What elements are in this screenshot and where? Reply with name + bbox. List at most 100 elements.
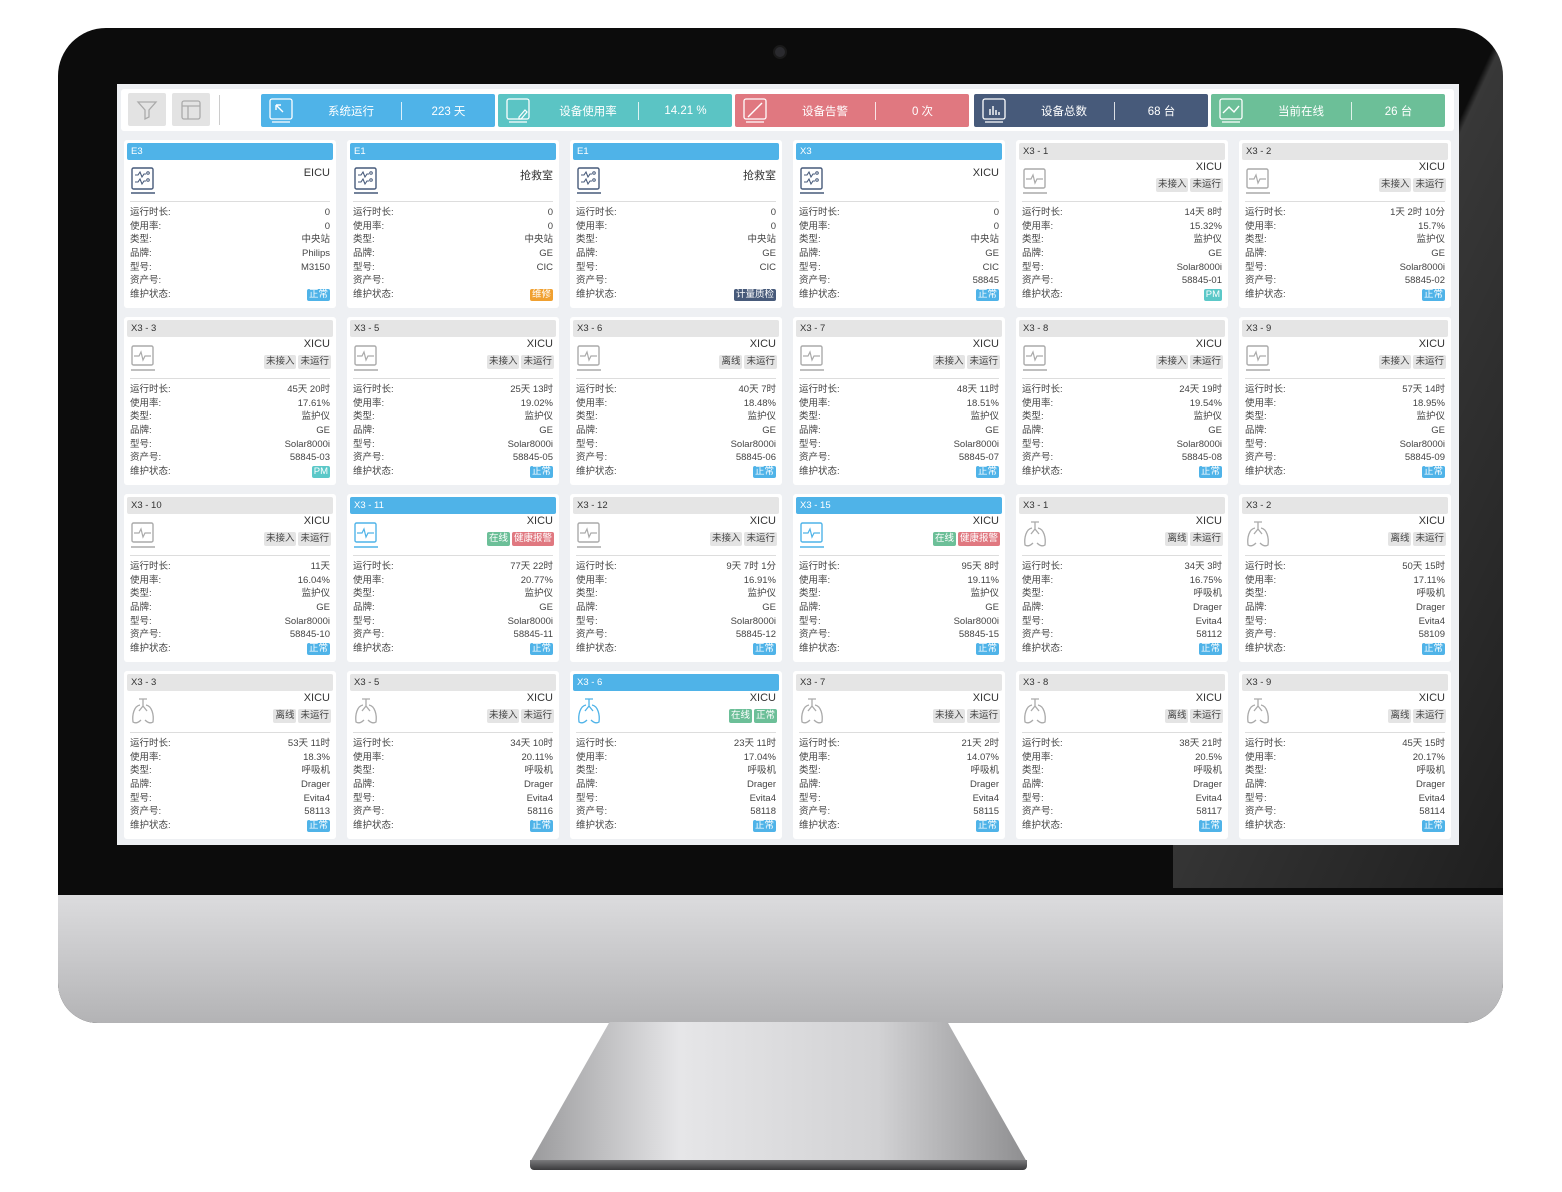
device-card[interactable]: E1 抢救室 运行时长: 0 使用率: 0 类型: 中央站 品牌: GE 型号: CIC 资产号: … [570,140,782,308]
field-row-type: 类型: 呼吸机 [799,764,999,778]
device-card[interactable]: X3 - 5 XICU 未接入 未运行 运行时长: 25天 13时 使用率: 19.02… [347,317,559,485]
stat-value: 0 次 [911,105,934,118]
device-icon [130,343,156,373]
field-label: 型号: [1022,615,1044,627]
card-divider [353,555,553,556]
field-value: Evita4 [749,792,776,804]
field-label: 运行时长: [353,207,394,218]
stat-tile-2[interactable]: 设备告警 0 次 [735,94,969,127]
device-card[interactable]: X3 - 7 XICU 未接入 未运行 运行时长: 48天 11时 使用率: 18.51… [793,317,1005,485]
device-card[interactable]: X3 - 3 XICU 离线 未运行 运行时长: 53天 11时 使用率: 18.3% 类… [124,671,336,839]
device-card[interactable]: E1 抢救室 运行时长: 0 使用率: 0 类型: 中央站 品牌: GE 型号: CIC 资产号: … [347,140,559,308]
stat-value: 14.21 % [664,104,707,117]
field-row-runtime: 运行时长: 24天 19时 [1022,383,1222,397]
field-value: 58845-11 [513,629,553,641]
field-value: Evita4 [1195,792,1222,804]
field-row-asset: 资产号: 58845-05 [353,451,553,465]
status-tag: 未运行 [298,532,331,546]
patient-monitor-icon [131,345,155,371]
card-fields: 运行时长: 48天 11时 使用率: 18.51% 类型: 监护仪 品牌: GE 型号: Sola… [799,383,999,479]
ventilator-icon [1024,521,1046,547]
field-row-usage: 使用率: 18.48% [576,397,776,411]
patient-monitor-icon [800,522,824,548]
field-row-asset: 资产号: 58845 [799,274,999,288]
field-label: 运行时长: [353,738,394,749]
field-label: 型号: [799,792,821,804]
field-value: 19.54% [1189,397,1222,409]
device-card[interactable]: X3 - 10 XICU 未接入 未运行 运行时长: 11天 使用率: 16.04% 类型… [124,494,336,662]
field-label: 维护状态: [1245,820,1286,832]
layout-button[interactable] [172,93,210,126]
field-row-runtime: 运行时长: 45天 15时 [1245,737,1445,751]
field-value: 0 [324,220,330,232]
field-row-type: 类型: 监护仪 [799,587,999,601]
status-tags: 在线 正常 [728,709,777,723]
status-tags: 未接入 未运行 [932,355,1000,369]
device-card[interactable]: X3 - 5 XICU 未接入 未运行 运行时长: 34天 10时 使用率: 20.11… [347,671,559,839]
device-card[interactable]: X3 - 8 XICU 未接入 未运行 运行时长: 24天 19时 使用率: 19.54… [1016,317,1228,485]
field-row-maintenance: 维护状态: 正常 [130,288,330,302]
device-card[interactable]: X3 - 8 XICU 离线 未运行 运行时长: 38天 21时 使用率: 20.5% 类… [1016,671,1228,839]
device-card[interactable]: X3 - 2 XICU 未接入 未运行 运行时长: 1天 2时 10分 使用率: 15.… [1239,140,1451,308]
field-label: 品牌: [1022,779,1044,791]
field-label: 维护状态: [799,643,840,655]
field-value: GE [539,425,553,437]
field-row-runtime: 运行时长: 11天 [130,560,330,574]
device-card[interactable]: X3 - 2 XICU 离线 未运行 运行时长: 50天 15时 使用率: 17.11%… [1239,494,1451,662]
device-card[interactable]: X3 - 15 XICU 在线 健康报警 运行时长: 95天 8时 使用率: 19.11… [793,494,1005,662]
field-label: 运行时长: [576,384,617,395]
stat-tile-1[interactable]: 设备使用率 14.21 % [498,94,732,127]
field-row-model: 型号: Evita4 [1022,792,1222,806]
device-icon [130,520,156,550]
card-divider [130,555,330,556]
stat-divider [638,101,639,120]
stat-tile-3[interactable]: 设备总数 68 台 [974,94,1208,127]
card-fields: 运行时长: 14天 8时 使用率: 15.32% 类型: 监护仪 品牌: GE 型号: Solar… [1022,206,1222,302]
device-card[interactable]: X3 - 9 XICU 离线 未运行 运行时长: 45天 15时 使用率: 20.17%… [1239,671,1451,839]
field-row-runtime: 运行时长: 9天 7时 1分 [576,560,776,574]
card-title: X3 - 7 [796,674,1002,691]
card-divider [1245,378,1445,379]
filter-button[interactable] [128,93,166,126]
device-card[interactable]: X3 - 11 XICU 在线 健康报警 运行时长: 77天 22时 使用率: 20.7… [347,494,559,662]
device-card[interactable]: X3 - 1 XICU 未接入 未运行 运行时长: 14天 8时 使用率: 15.32%… [1016,140,1228,308]
stat-tile-4[interactable]: 当前在线 26 台 [1211,94,1445,127]
device-card[interactable]: X3 - 6 XICU 在线 正常 运行时长: 23天 11时 使用率: 17.04% 类… [570,671,782,839]
device-card[interactable]: X3 - 1 XICU 离线 未运行 运行时长: 34天 3时 使用率: 16.75% 类… [1016,494,1228,662]
field-value: 0 [770,207,776,218]
field-row-asset: 资产号: 58113 [130,805,330,819]
field-label: 资产号: [353,275,385,287]
field-row-model: 型号: Evita4 [799,792,999,806]
field-value: 17.04% [743,751,776,763]
field-row-brand: 品牌: Drager [1245,601,1445,615]
field-row-maintenance: 维护状态: 正常 [1245,288,1445,302]
card-fields: 运行时长: 23天 11时 使用率: 17.04% 类型: 呼吸机 品牌: Drager 型号:… [576,737,776,833]
card-title: X3 - 8 [1019,674,1225,691]
card-fields: 运行时长: 45天 15时 使用率: 20.17% 类型: 呼吸机 品牌: Drager 型号:… [1245,737,1445,833]
field-row-usage: 使用率: 20.17% [1245,751,1445,765]
field-label: 资产号: [1022,452,1054,464]
field-label: 使用率: [353,397,385,409]
card-fields: 运行时长: 45天 20时 使用率: 17.61% 类型: 监护仪 品牌: GE 型号: Sola… [130,383,330,479]
device-card[interactable]: E3 EICU 运行时长: 0 使用率: 0 类型: 中央站 品牌: Philips 型号: M3… [124,140,336,308]
field-label: 品牌: [353,602,375,614]
status-tag: 未接入 [1155,178,1189,192]
device-card[interactable]: X3 - 9 XICU 未接入 未运行 运行时长: 57天 14时 使用率: 18.95… [1239,317,1451,485]
field-row-model: 型号: Evita4 [1022,615,1222,629]
device-card[interactable]: X3 - 6 XICU 离线 未运行 运行时长: 40天 7时 使用率: 18.48% 类… [570,317,782,485]
device-card[interactable]: X3 - 3 XICU 未接入 未运行 运行时长: 45天 20时 使用率: 17.61… [124,317,336,485]
field-label: 使用率: [799,397,831,409]
field-value: Solar8000i [1399,261,1445,273]
field-value: CIC [536,261,553,273]
field-label: 类型: [576,234,598,246]
device-card[interactable]: X3 - 12 XICU 未接入 未运行 运行时长: 9天 7时 1分 使用率: 16.… [570,494,782,662]
field-row-model: 型号: CIC [576,261,776,275]
stat-tile-0[interactable]: 系统运行 223 天 [261,94,495,127]
field-value: GE [985,248,999,260]
maintenance-badge: 正常 [306,820,330,833]
device-card[interactable]: X3 XICU 运行时长: 0 使用率: 0 类型: 中央站 品牌: GE 型号: CIC 资产号:… [793,140,1005,308]
field-label: 运行时长: [576,207,617,218]
device-card[interactable]: X3 - 7 XICU 未接入 未运行 运行时长: 21天 2时 使用率: 14.07%… [793,671,1005,839]
device-icon [353,520,379,550]
field-row-asset: 资产号: 58845-02 [1245,274,1445,288]
